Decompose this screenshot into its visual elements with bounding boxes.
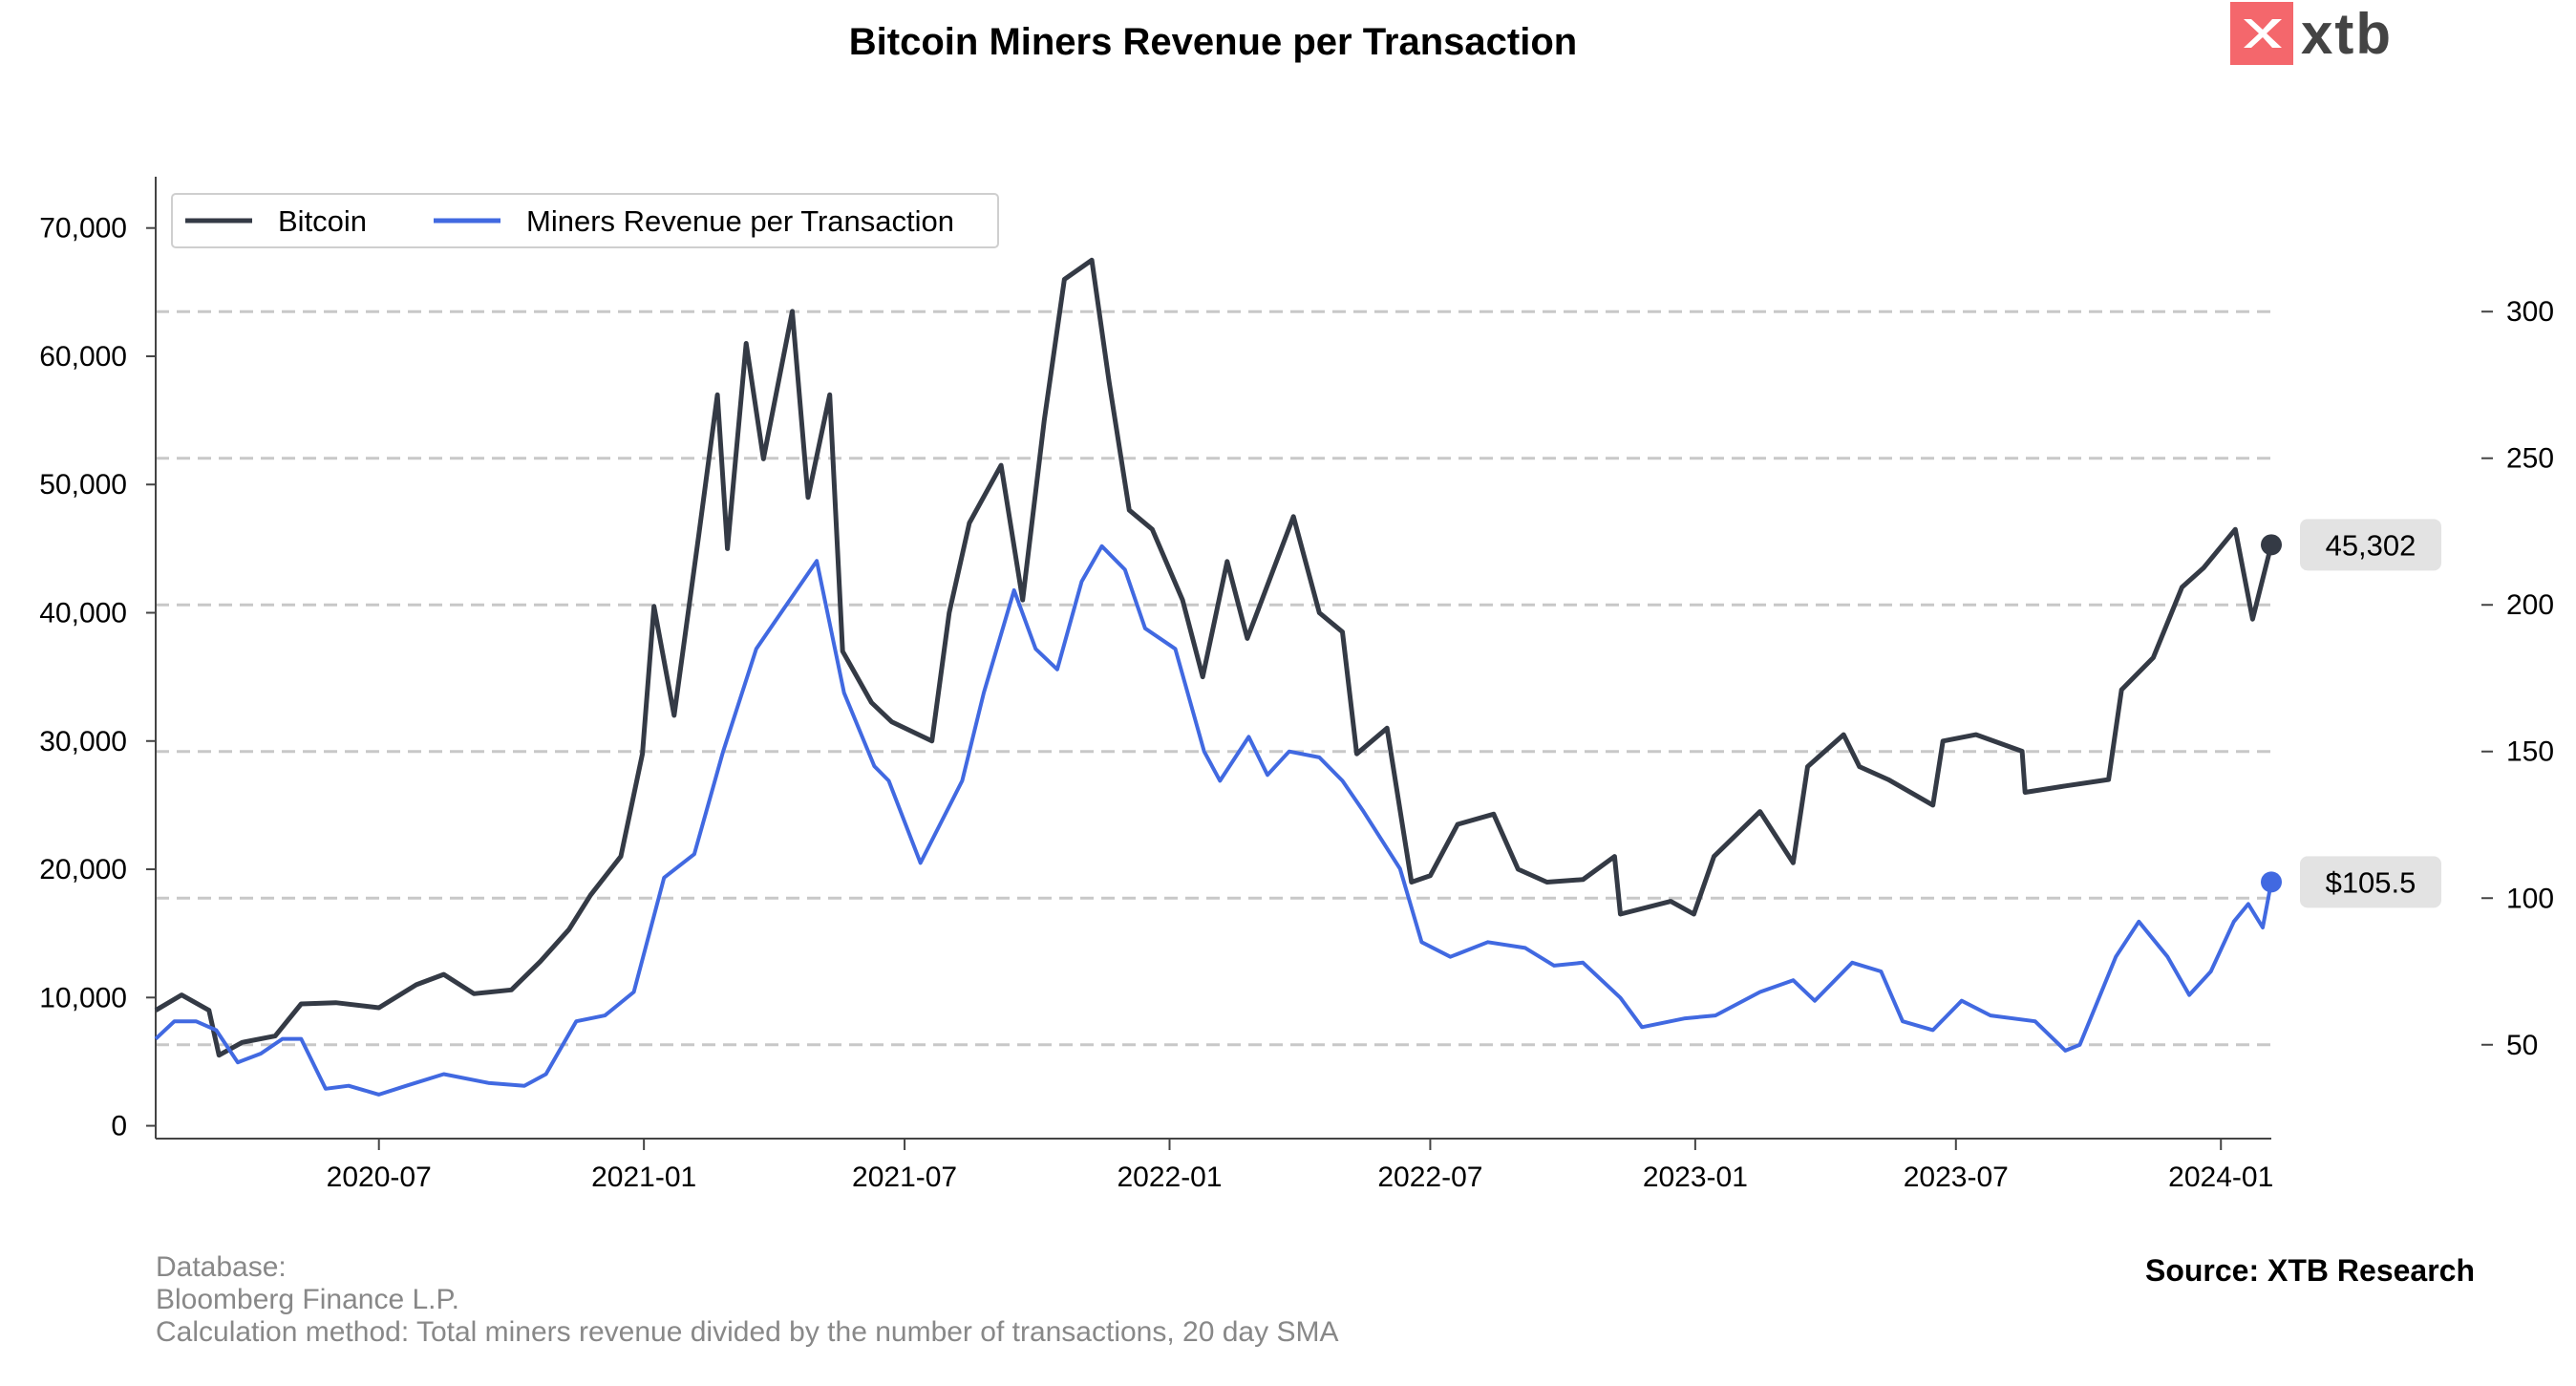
x-tick-label: 2022-07 [1377,1162,1482,1193]
y-tick-label-right: 250 [2506,443,2554,475]
xtb-logo-mark-icon [2230,2,2293,65]
y-tick-label-left: 60,000 [39,341,127,373]
grid-lines [156,309,2271,1047]
end-label-box [2300,856,2441,908]
y-tick-label-right: 200 [2506,589,2554,621]
x-tick-label: 2020-07 [327,1162,432,1193]
x-tick-label: 2022-01 [1117,1162,1222,1193]
x-tick-label: 2023-07 [1904,1162,2009,1193]
y-tick-label-left: 70,000 [39,213,127,245]
legend-label: Bitcoin [278,204,367,238]
y-tick-label-right: 50 [2506,1030,2538,1061]
axes: 0 10,000 20,000 30,000 40,000 50,000 60,000 70,… [39,177,2554,1193]
database-value: Bloomberg Finance L.P. [156,1284,459,1315]
miners-revenue-line [154,544,2273,1097]
y-tick-label-right: 150 [2506,736,2554,768]
end-labels: 45,302 $105.5 [2261,519,2441,908]
chart-title: Bitcoin Miners Revenue per Transaction [848,21,1578,63]
bitcoin-end-label: 45,302 [2326,528,2416,562]
y-tick-label-right: 300 [2506,296,2554,328]
legend-box [171,193,999,248]
bitcoin-line [154,257,2274,1058]
legend: Bitcoin Miners Revenue per Transaction [171,193,999,248]
x-tick-label: 2021-01 [591,1162,696,1193]
y-tick-label-left: 10,000 [39,982,127,1013]
source-note: Source: XTB Research [2144,1253,2475,1288]
miners-revenue-end-label: $105.5 [2326,865,2416,899]
y-tick-label-left: 40,000 [39,598,127,629]
legend-label: Miners Revenue per Transaction [526,204,954,238]
y-tick-label-left: 50,000 [39,469,127,501]
x-tick-label: 2024-01 [2168,1162,2273,1193]
calculation-method: Calculation method: Total miners revenue… [156,1316,1339,1348]
y-tick-label-left: 30,000 [39,726,127,757]
xtb-logo-text: xtb [2301,1,2393,66]
x-tick-label: 2021-07 [852,1162,957,1193]
bitcoin-end-marker [2261,534,2282,556]
series-lines [154,257,2274,1097]
database-label: Database: [156,1251,287,1283]
xtb-logo: xtb [2230,0,2393,67]
y-tick-label-left: 20,000 [39,854,127,885]
miners-revenue-end-marker [2261,871,2282,893]
y-tick-label-left: 0 [111,1111,127,1142]
footer-notes: Database: Bloomberg Finance L.P. Calcula… [156,1251,1338,1349]
y-tick-label-right: 100 [2506,883,2554,914]
end-label-box [2300,519,2441,571]
x-tick-label: 2023-01 [1643,1162,1748,1193]
